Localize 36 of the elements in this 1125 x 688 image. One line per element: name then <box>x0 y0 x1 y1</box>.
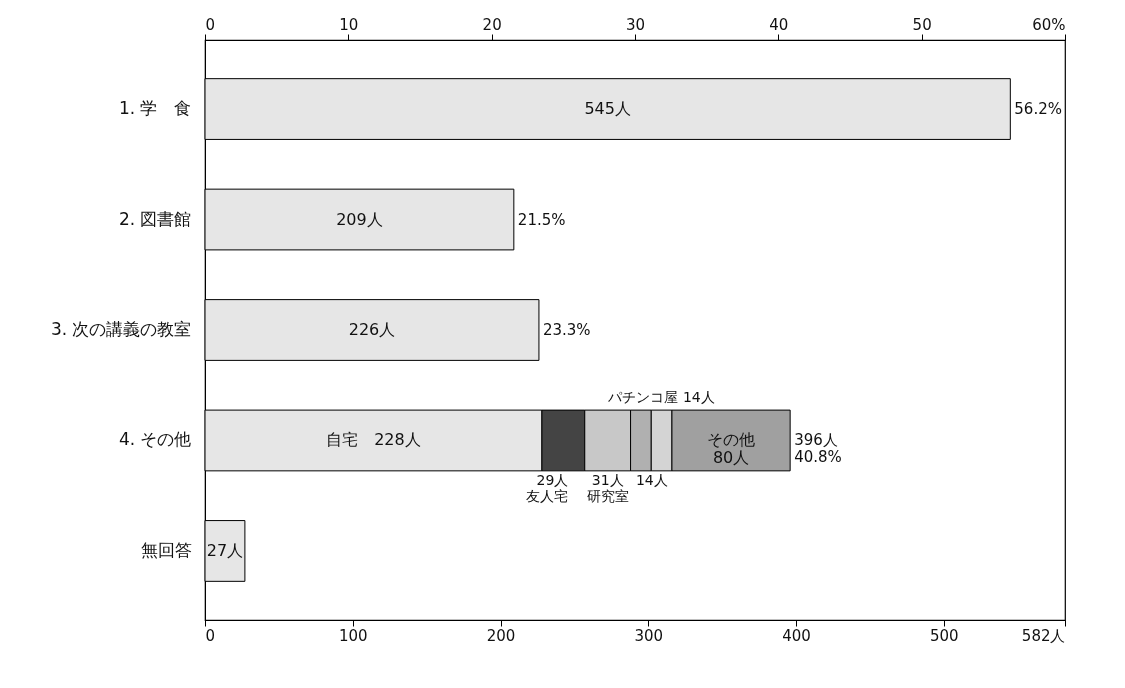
x-tick-label: 500 <box>930 626 959 645</box>
data-label: 29人 <box>536 471 569 488</box>
data-label: 226人 <box>348 320 396 339</box>
y-tick-label: 無回答 <box>140 539 192 560</box>
series-label: その他 <box>707 430 756 450</box>
y-tick-label: 4. その他 <box>118 429 192 450</box>
annotation: 21.5% <box>517 210 566 229</box>
x2-tick-label: 60% <box>1032 15 1066 34</box>
x2-tick-label: 0 <box>205 15 216 34</box>
x-tick-label: 300 <box>634 626 664 645</box>
x2-tick-label: 10 <box>339 15 359 34</box>
x-tick-label: 100 <box>338 626 368 645</box>
data-label: 80人 <box>712 448 750 468</box>
x2-tick-label: 40 <box>769 15 789 34</box>
data-label: 209人 <box>336 209 383 229</box>
data-label: 545人 <box>584 99 631 119</box>
x-tick-label: 0 <box>205 626 216 645</box>
x-tick-label: 582人 <box>1021 626 1066 645</box>
data-label: 自宅 228人 <box>326 430 421 450</box>
x2-tick-label: 20 <box>482 15 502 34</box>
x-tick-label: 200 <box>486 626 516 645</box>
data-label: 31人 <box>591 471 624 488</box>
y-tick-label: 3. 次の講義の教室 <box>50 319 192 339</box>
data-label: 27人 <box>206 540 244 560</box>
y-tick-label: 1. 学 食 <box>118 98 192 119</box>
text: パチンコ屋 14人 <box>608 389 715 406</box>
y-tick-label: 2. 図書館 <box>118 208 192 229</box>
x2-tick-label: 50 <box>912 15 932 34</box>
annotation: 396人 40.8% <box>794 431 842 467</box>
data-label: 14人 <box>635 471 668 488</box>
annotation: 56.2% <box>1014 100 1062 119</box>
series-label: 友人宅 <box>526 487 569 504</box>
x-tick-label: 400 <box>782 626 811 645</box>
series-label: 研究室 <box>586 487 629 504</box>
annotation: 23.3% <box>542 321 591 339</box>
x2-tick-label: 30 <box>625 15 646 34</box>
